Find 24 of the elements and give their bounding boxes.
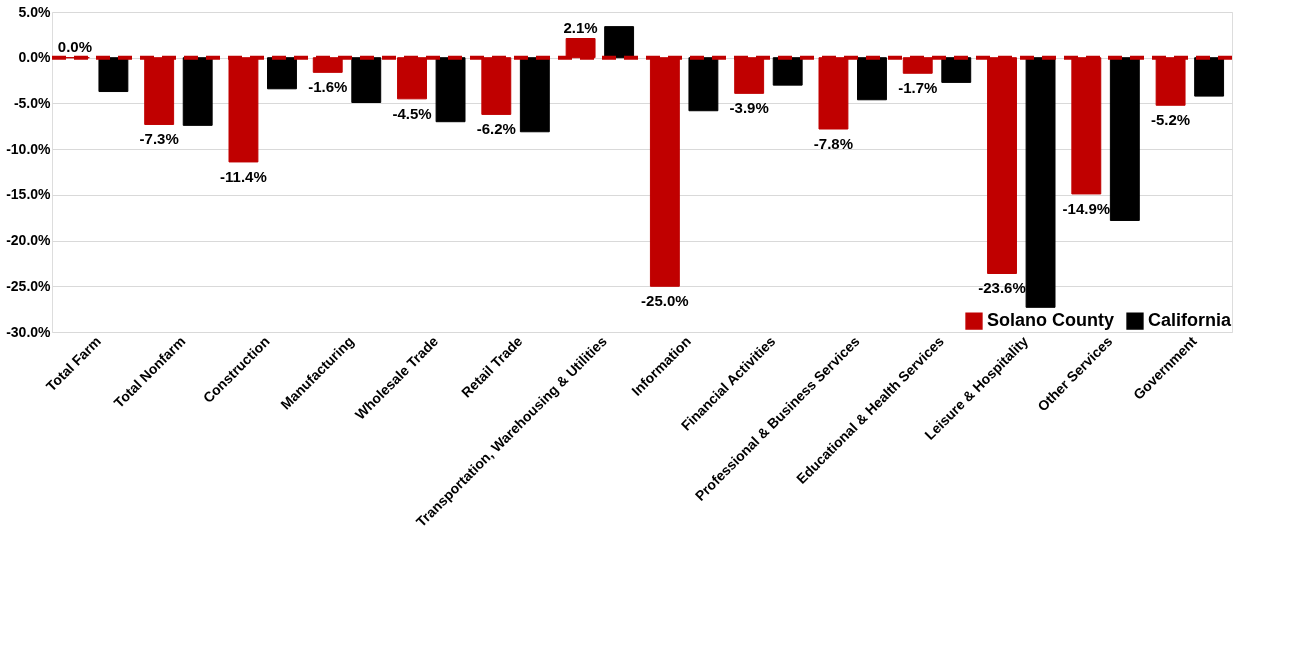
data-label: -3.9% [729,99,769,117]
y-tick-label: -15.0% [6,186,52,203]
data-label: -23.6% [978,279,1026,297]
data-label: -1.7% [898,79,938,97]
data-label: -6.2% [476,120,516,138]
y-tick-label: 5.0% [18,3,52,20]
data-label: -7.3% [139,130,179,148]
data-label: -11.4% [220,167,267,185]
data-label: -5.2% [1151,111,1191,129]
data-label: -7.8% [813,135,854,153]
y-tick-label: -25.0% [6,277,52,294]
y-tick-label: -30.0% [6,323,52,340]
legend-label: Solano County [987,310,1114,331]
y-tick-label: -5.0% [13,94,52,111]
y-tick-label: 0.0% [18,49,52,66]
data-label: -14.9% [1062,199,1111,217]
data-label: -25.0% [641,292,689,310]
y-tick-label: -20.0% [6,232,52,249]
y-tick-label: -10.0% [6,140,52,157]
legend-label: California [1148,310,1232,331]
data-label: -1.6% [308,78,348,96]
data-label: -4.5% [392,104,432,122]
data-label: 0.0% [57,37,92,55]
data-label: 2.1% [563,18,598,36]
